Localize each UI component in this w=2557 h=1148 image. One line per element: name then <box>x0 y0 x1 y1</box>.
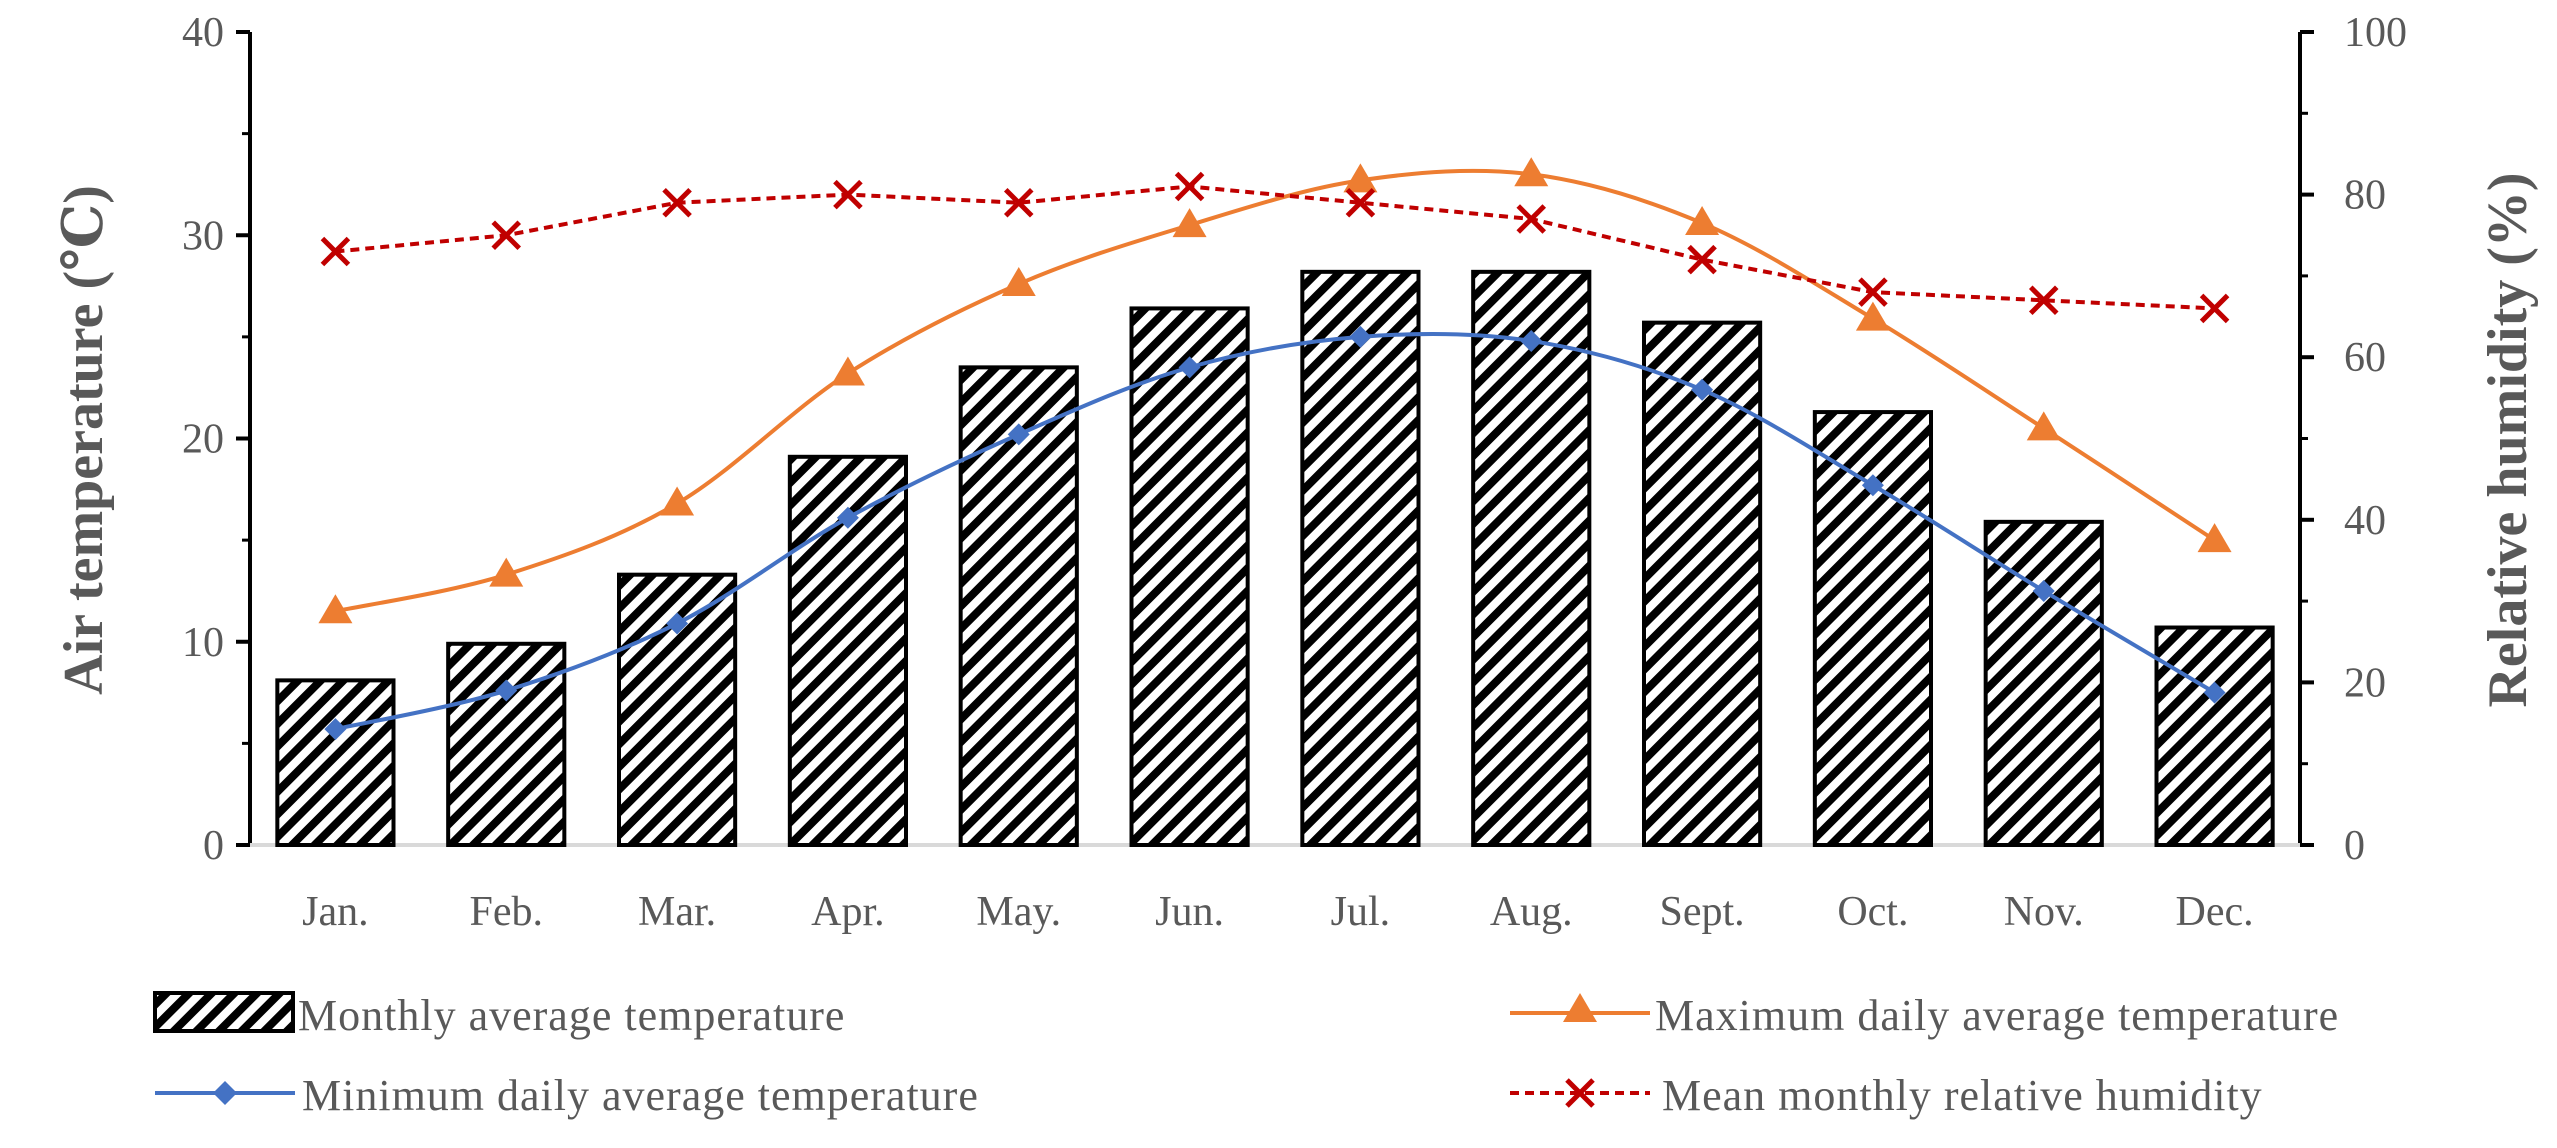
legend-min-marker <box>213 1081 237 1105</box>
left-tick-label: 10 <box>182 620 224 666</box>
legend-label-max: Maximum daily average temperature <box>1655 991 2339 1040</box>
marker-humidity <box>2028 285 2059 316</box>
x-tick-label: Nov. <box>2004 889 2084 935</box>
marker-humidity <box>1687 244 1717 275</box>
marker-min-temp <box>495 679 518 702</box>
left-axis-ticks: 0 10 20 30 40 <box>182 10 250 869</box>
x-tick-label: Jan. <box>302 889 369 935</box>
right-tick-label: 40 <box>2344 498 2386 544</box>
marker-humidity <box>491 220 522 251</box>
marker-humidity <box>1516 204 1547 234</box>
legend-humidity-marker <box>1565 1078 1595 1108</box>
left-axis-title: Air temperature (℃) <box>53 185 115 695</box>
marker-min-temp <box>2032 579 2055 602</box>
marker-humidity <box>1003 187 1034 218</box>
marker-min-temp <box>2203 681 2226 704</box>
bar-monthly-avg <box>1642 320 1763 847</box>
right-tick-label: 0 <box>2344 823 2365 869</box>
marker-min-temp <box>836 506 859 529</box>
legend-label-humidity: Mean monthly relative humidity <box>1662 1071 2263 1120</box>
bar-monthly-avg <box>1300 269 1421 847</box>
marker-min-temp <box>324 718 347 741</box>
marker-humidity <box>1345 187 1376 218</box>
x-axis-labels: Jan. Feb. Mar. Apr. May. Jun. Jul. Aug. Sept. Oct… <box>302 889 2253 935</box>
marker-max-temp <box>2197 523 2232 553</box>
marker-max-temp <box>1855 301 1890 331</box>
x-tick-label: Jul. <box>1331 889 1391 935</box>
marker-max-temp <box>660 486 695 516</box>
marker-max-temp <box>318 594 353 624</box>
marker-max-temp <box>489 557 524 587</box>
x-tick-label: Feb. <box>470 889 544 935</box>
legend-label-monthly-avg: Monthly average temperature <box>298 991 845 1040</box>
right-tick-label: 100 <box>2344 10 2407 56</box>
x-tick-label: Mar. <box>638 889 716 935</box>
bar-monthly-avg <box>958 365 1079 847</box>
legend-bar-swatch <box>153 991 295 1033</box>
marker-min-temp <box>666 612 689 635</box>
x-tick-label: Oct. <box>1837 889 1908 935</box>
left-tick-label: 40 <box>182 10 224 56</box>
marker-humidity <box>662 187 692 218</box>
marker-max-temp <box>1343 163 1378 193</box>
legend-max-marker <box>1563 993 1597 1022</box>
marker-humidity <box>1858 277 1888 307</box>
marker-max-temp <box>1514 157 1549 187</box>
left-tick-label: 30 <box>182 213 224 259</box>
x-tick-label: May. <box>976 889 1061 935</box>
bar-monthly-avg <box>1983 519 2104 848</box>
x-tick-label: Sept. <box>1659 889 1744 935</box>
bar-monthly-avg <box>2154 625 2275 848</box>
x-tick-label: Apr. <box>811 889 885 935</box>
marker-max-temp <box>2026 411 2061 441</box>
marker-humidity <box>833 179 863 210</box>
right-tick-label: 60 <box>2344 335 2386 381</box>
marker-max-temp <box>1685 206 1720 236</box>
marker-min-temp <box>1520 329 1543 352</box>
marker-humidity <box>2199 293 2230 324</box>
legend-label-min: Minimum daily average temperature <box>302 1071 979 1120</box>
marker-humidity <box>320 236 351 267</box>
bar-monthly-avg <box>1129 306 1250 848</box>
bar-monthly-avg <box>275 678 396 847</box>
left-tick-label: 0 <box>203 823 224 869</box>
marker-max-temp <box>1001 267 1036 297</box>
marker-humidity <box>1174 171 1205 202</box>
right-axis-ticks: 0 20 40 60 80 100 <box>2300 10 2407 869</box>
right-axis-title: Relative humidity (%) <box>2477 172 2539 707</box>
marker-max-temp <box>830 356 865 386</box>
line-series <box>318 157 2232 741</box>
bar-series <box>275 269 2275 848</box>
right-tick-label: 20 <box>2344 660 2386 706</box>
legend: Monthly average temperature Maximum dail… <box>153 991 2339 1120</box>
marker-min-temp <box>1691 378 1714 401</box>
bar-monthly-avg <box>1471 269 1592 847</box>
marker-min-temp <box>1178 356 1201 379</box>
x-tick-label: Dec. <box>2176 889 2254 935</box>
line-x-series <box>335 184 2215 311</box>
x-tick-label: Aug. <box>1490 889 1573 935</box>
marker-min-temp <box>1861 474 1884 497</box>
left-tick-label: 20 <box>182 417 224 463</box>
bar-monthly-avg <box>446 641 567 847</box>
marker-min-temp <box>1349 325 1372 348</box>
marker-max-temp <box>1172 208 1207 238</box>
x-tick-label: Jun. <box>1155 889 1224 935</box>
right-tick-label: 80 <box>2344 173 2386 219</box>
line-diamond-series <box>334 331 2216 732</box>
marker-min-temp <box>1007 423 1030 446</box>
